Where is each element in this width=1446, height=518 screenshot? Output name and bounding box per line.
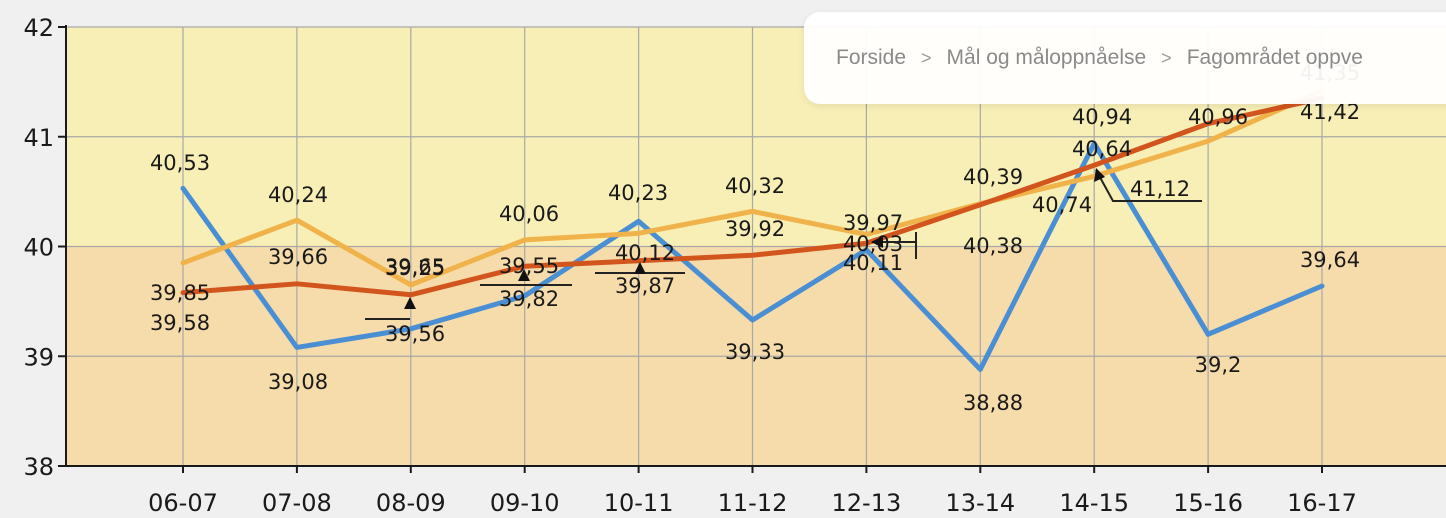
leader-arrow-icon bbox=[404, 297, 416, 309]
x-tick-label: 13-14 bbox=[945, 489, 1015, 517]
leader-arrow-icon bbox=[518, 269, 530, 281]
x-tick-label: 06-07 bbox=[148, 489, 218, 517]
x-tick-label: 16-17 bbox=[1287, 489, 1357, 517]
breadcrumb-item-goals[interactable]: Mål og måloppnåelse bbox=[946, 46, 1147, 69]
data-label: 40,39 bbox=[963, 165, 1023, 189]
y-tick-label: 41 bbox=[23, 124, 54, 152]
data-label: 40,32 bbox=[725, 174, 785, 198]
data-label: 39,87 bbox=[615, 274, 675, 298]
data-label: 39,66 bbox=[268, 245, 328, 269]
data-label: 39,97 bbox=[843, 211, 903, 235]
breadcrumb-item-subject[interactable]: Fagområdet oppve bbox=[1186, 46, 1363, 69]
label-leader-line bbox=[1095, 169, 1202, 202]
x-tick-label: 11-12 bbox=[718, 489, 788, 517]
breadcrumb-item-home[interactable]: Forside bbox=[836, 46, 907, 69]
data-label: 39,58 bbox=[150, 311, 210, 335]
data-label: 41,42 bbox=[1300, 100, 1360, 124]
data-label: 39,33 bbox=[725, 340, 785, 364]
data-label: 39,92 bbox=[725, 217, 785, 241]
axes: 38 39 40 41 42 06-07 07-08 08-09 09-10 10-11 11-12… bbox=[23, 14, 1446, 517]
data-label: 40,96 bbox=[1188, 105, 1248, 129]
x-tick-label: 15-16 bbox=[1173, 489, 1243, 517]
series-line-2 bbox=[180, 88, 1325, 288]
data-label: 40,12 bbox=[615, 241, 675, 265]
data-label: 40,06 bbox=[499, 202, 559, 226]
data-label: 39,82 bbox=[499, 287, 559, 311]
x-tick-label: 10-11 bbox=[604, 489, 674, 517]
data-label: 40,24 bbox=[268, 183, 328, 207]
data-label: 39,55 bbox=[499, 254, 559, 278]
y-tick-label: 42 bbox=[23, 14, 54, 42]
data-label: 40,74 bbox=[1032, 193, 1092, 217]
breadcrumb-separator-icon: > bbox=[921, 47, 932, 68]
data-label: 38,88 bbox=[963, 391, 1023, 415]
data-label: 39,25 bbox=[385, 256, 445, 280]
data-labels: 40,53 39,08 39,25 39,55 40,23 39,33 39,97 38,88… bbox=[150, 61, 1360, 415]
y-tick-label: 39 bbox=[23, 343, 54, 371]
y-tick-label: 38 bbox=[23, 453, 54, 481]
data-label: 40,64 bbox=[1072, 137, 1132, 161]
x-tick-label: 12-13 bbox=[832, 489, 902, 517]
series-lines bbox=[180, 88, 1325, 372]
data-label: 40,23 bbox=[608, 181, 668, 205]
data-label: 40,53 bbox=[150, 151, 210, 175]
data-label: 40,11 bbox=[843, 251, 903, 275]
x-tick-label: 08-09 bbox=[376, 489, 446, 517]
x-tick-label: 09-10 bbox=[490, 489, 560, 517]
series-line-1 bbox=[180, 140, 1325, 372]
data-label: 39,56 bbox=[385, 322, 445, 346]
data-label: 39,08 bbox=[268, 370, 328, 394]
data-label: 39,85 bbox=[150, 281, 210, 305]
y-tick-label: 40 bbox=[23, 234, 54, 262]
data-label: 39,2 bbox=[1195, 353, 1242, 377]
x-tick-label: 07-08 bbox=[262, 489, 332, 517]
data-label: 41,12 bbox=[1130, 177, 1190, 201]
leader-arrow-icon bbox=[634, 262, 646, 274]
series-line-3 bbox=[180, 95, 1325, 298]
leader-arrow-icon bbox=[1094, 168, 1105, 182]
breadcrumb: Forside > Mål og måloppnåelse > Fagområd… bbox=[804, 12, 1446, 104]
data-label: 40,38 bbox=[963, 234, 1023, 258]
data-label: 39,65 bbox=[385, 255, 445, 279]
data-label: 40,94 bbox=[1072, 105, 1132, 129]
x-tick-label: 14-15 bbox=[1059, 489, 1129, 517]
data-label: 40,03 bbox=[843, 232, 903, 256]
data-label: 39,64 bbox=[1300, 248, 1360, 272]
leader-arrow-icon bbox=[871, 236, 883, 248]
breadcrumb-separator-icon: > bbox=[1161, 47, 1172, 68]
